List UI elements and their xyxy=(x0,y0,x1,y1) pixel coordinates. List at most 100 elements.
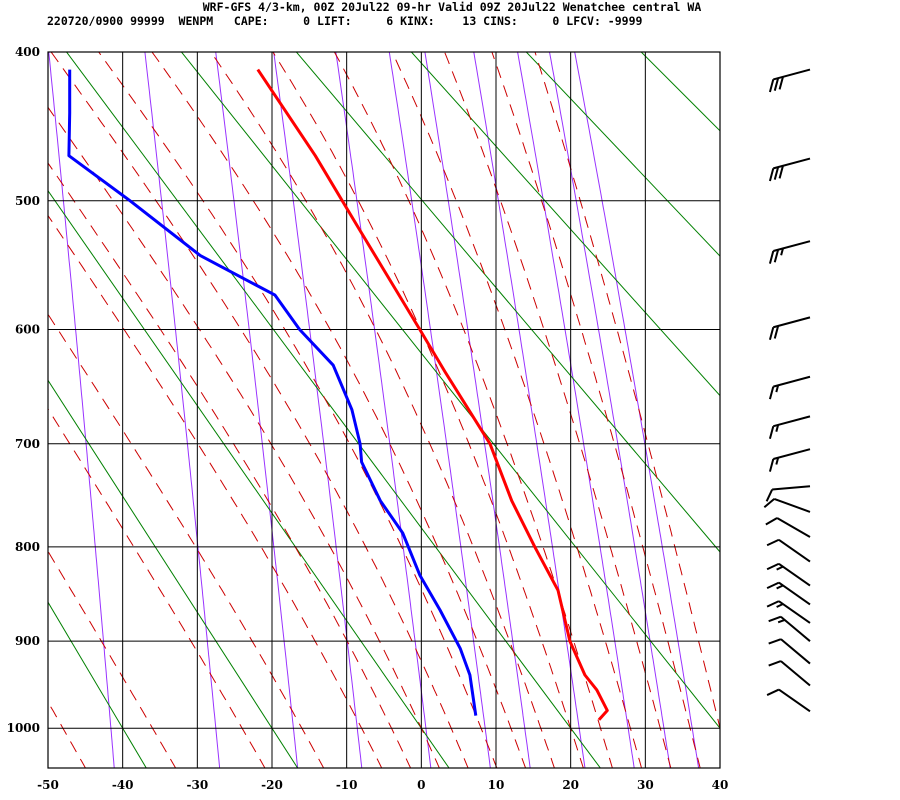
wind-barb xyxy=(766,688,811,713)
wind-barb xyxy=(768,415,811,440)
mixing-ratio-line xyxy=(388,52,491,768)
moist-adiabat-line xyxy=(491,52,701,768)
wind-barb-staff xyxy=(773,415,811,428)
x-tick-label: 30 xyxy=(637,778,654,792)
wind-barb-feather xyxy=(766,581,780,590)
y-tick-label: 400 xyxy=(15,45,40,59)
dewpoint-trace xyxy=(67,69,478,716)
x-tick-label: 0 xyxy=(417,778,425,792)
wind-barb xyxy=(765,517,811,538)
moist-adiabat-line xyxy=(48,408,266,768)
dry-adiabat-line xyxy=(48,189,450,768)
wind-barb-staff xyxy=(780,660,811,687)
wind-barb-staff xyxy=(778,688,811,713)
y-tick-label: 600 xyxy=(15,323,40,337)
x-tick-label: -30 xyxy=(186,778,208,792)
wind-barb-feather xyxy=(778,76,784,90)
wind-barb xyxy=(768,448,811,472)
x-tick-label: -10 xyxy=(336,778,358,792)
chart-stats-line: 220720/0900 99999 WENPM CAPE: 0 LIFT: 6 … xyxy=(47,14,643,28)
wind-barb xyxy=(768,660,811,687)
moist-adiabat-line xyxy=(98,52,498,768)
y-tick-label: 1000 xyxy=(7,721,40,735)
x-tick-label: 20 xyxy=(562,778,579,792)
wind-barb xyxy=(768,316,811,341)
dry-adiabat-line xyxy=(48,379,299,768)
grid xyxy=(47,51,721,769)
x-tick-label: -20 xyxy=(261,778,283,792)
dry-adiabat-line xyxy=(180,52,720,730)
wind-barb-staff xyxy=(773,240,811,252)
mixing-ratio-line xyxy=(574,52,700,768)
moist-adiabat-line xyxy=(48,214,383,768)
dry-adiabat-line xyxy=(640,52,720,132)
wind-barb-feather xyxy=(768,386,775,400)
wind-barb-staff xyxy=(773,448,811,460)
x-tick-label: 10 xyxy=(488,778,505,792)
wind-barb xyxy=(766,600,811,624)
mixing-ratio-line xyxy=(548,52,671,768)
wind-barb-staff xyxy=(780,615,811,642)
wind-barb-staff xyxy=(773,316,811,329)
wind-barb-feather xyxy=(768,168,775,182)
wind-barb-feather xyxy=(773,249,780,263)
wind-barb-half-feather xyxy=(780,248,784,256)
wind-barb-feather xyxy=(765,517,778,526)
dry-adiabat-line xyxy=(862,44,900,770)
wind-barb-feather xyxy=(766,688,780,696)
background-lines xyxy=(48,44,900,770)
wind-barb-feather xyxy=(763,498,775,509)
wind-barb-feather xyxy=(766,538,780,547)
wind-barb-feather xyxy=(768,79,775,93)
mixing-ratio-line xyxy=(473,52,586,768)
wind-barb xyxy=(768,68,811,93)
wind-barb xyxy=(768,240,811,264)
wind-barb-staff xyxy=(772,485,811,491)
dry-adiabat-line xyxy=(48,601,147,768)
mixing-ratio-line xyxy=(215,52,299,768)
wind-barb-feather xyxy=(773,166,780,180)
wind-barb xyxy=(765,485,811,502)
wind-barb xyxy=(766,538,811,563)
wind-barb-staff xyxy=(773,375,811,388)
moist-adiabat-line xyxy=(151,52,527,768)
dry-adiabat-line xyxy=(410,52,720,397)
wind-barb-feather xyxy=(768,660,782,667)
mixing-ratio-line xyxy=(144,52,221,768)
moist-adiabat-line xyxy=(48,550,177,768)
mixing-ratio-line xyxy=(48,52,115,768)
wind-barb-staff xyxy=(778,600,811,624)
traces xyxy=(67,68,609,721)
wind-barb-feather xyxy=(768,425,775,440)
wind-barb-staff xyxy=(773,497,811,513)
wind-barb-feather xyxy=(768,638,782,645)
wind-barb-staff xyxy=(778,538,811,563)
wind-barb-feather xyxy=(766,562,780,571)
moist-adiabat-line xyxy=(50,52,469,768)
mixing-ratio-line xyxy=(424,52,531,768)
moist-adiabat-line xyxy=(48,106,440,768)
wind-barb-feather xyxy=(768,326,775,341)
wind-barb-feather xyxy=(766,600,780,608)
wind-barb-half-feather xyxy=(777,619,786,624)
wind-barb-staff xyxy=(776,517,811,538)
dry-adiabat-line xyxy=(525,52,720,257)
moist-adiabat-line xyxy=(272,52,584,768)
wind-barb-half-feather xyxy=(775,424,780,432)
wind-barb-feather xyxy=(765,489,774,502)
wind-barb xyxy=(768,615,811,642)
moist-adiabat-line xyxy=(534,52,720,731)
wind-barb-feather xyxy=(768,458,775,472)
moist-adiabat-line xyxy=(210,52,555,768)
mixing-ratio-line xyxy=(517,52,635,768)
wind-barb-half-feather xyxy=(776,603,784,608)
axis-labels: -50 -40 -30 -20 -10 0 10 20 30 40 400 500 600 700 800 9… xyxy=(7,45,729,792)
wind-barb xyxy=(766,562,811,587)
dry-adiabat-line xyxy=(295,52,720,553)
wind-barb-staff xyxy=(778,581,811,606)
wind-barb xyxy=(768,375,811,400)
wind-barb-staff xyxy=(780,638,811,665)
wind-barb xyxy=(763,497,811,513)
y-tick-label: 700 xyxy=(15,437,40,451)
